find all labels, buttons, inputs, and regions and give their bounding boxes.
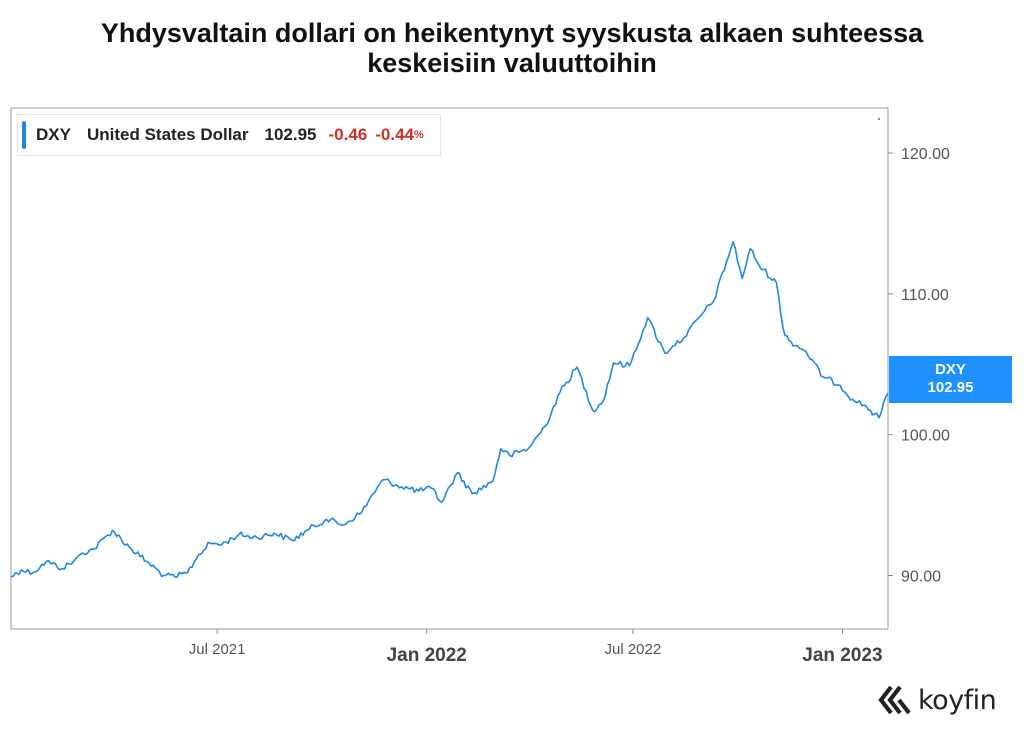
chart-title-line-1: Yhdysvaltain dollari on heikentynyt syys… bbox=[100, 18, 924, 48]
x-tick-label: Jan 2023 bbox=[802, 645, 882, 666]
y-axis: 120.00 110.00 100.00 90.00 bbox=[888, 146, 950, 585]
price-tag-symbol: DXY bbox=[935, 361, 966, 378]
x-tick-label: Jul 2022 bbox=[605, 641, 662, 658]
legend-color-bar bbox=[22, 121, 26, 149]
dxy-series-line bbox=[10, 241, 889, 578]
legend-symbol: DXY bbox=[36, 125, 71, 144]
plot-frame bbox=[10, 107, 889, 630]
y-tick-label: 110.00 bbox=[901, 287, 949, 304]
price-tag-value: 102.95 bbox=[927, 379, 974, 396]
legend-change: -0.46 bbox=[328, 125, 368, 144]
legend-name: United States Dollar bbox=[86, 125, 249, 144]
last-price-tag: DXY 102.95 bbox=[889, 356, 1012, 403]
legend-value: 102.95 bbox=[264, 125, 317, 144]
x-tick-label: Jul 2021 bbox=[189, 641, 246, 658]
brand-name: koyfin bbox=[918, 684, 997, 716]
koyfin-mark-icon bbox=[878, 685, 911, 715]
x-tick-label: Jan 2022 bbox=[387, 645, 467, 666]
y-tick-label: 90.00 bbox=[901, 568, 941, 585]
y-tick-label: 100.00 bbox=[901, 428, 950, 445]
legend-box: DXY United States Dollar 102.95 -0.46 -0… bbox=[17, 114, 441, 156]
corner-dot bbox=[878, 118, 880, 120]
legend-pct-sign: % bbox=[414, 129, 424, 141]
legend-change-pct: -0.44 bbox=[375, 125, 415, 144]
x-axis: Jul 2021 Jan 2022 Jul 2022 Jan 2023 bbox=[189, 629, 883, 666]
chart-title: Yhdysvaltain dollari on heikentynyt syys… bbox=[0, 18, 1024, 78]
chart-title-line-2: keskeisiin valuuttoihin bbox=[367, 48, 657, 78]
koyfin-logo: koyfin bbox=[878, 682, 997, 718]
y-tick-label: 120.00 bbox=[901, 146, 950, 163]
